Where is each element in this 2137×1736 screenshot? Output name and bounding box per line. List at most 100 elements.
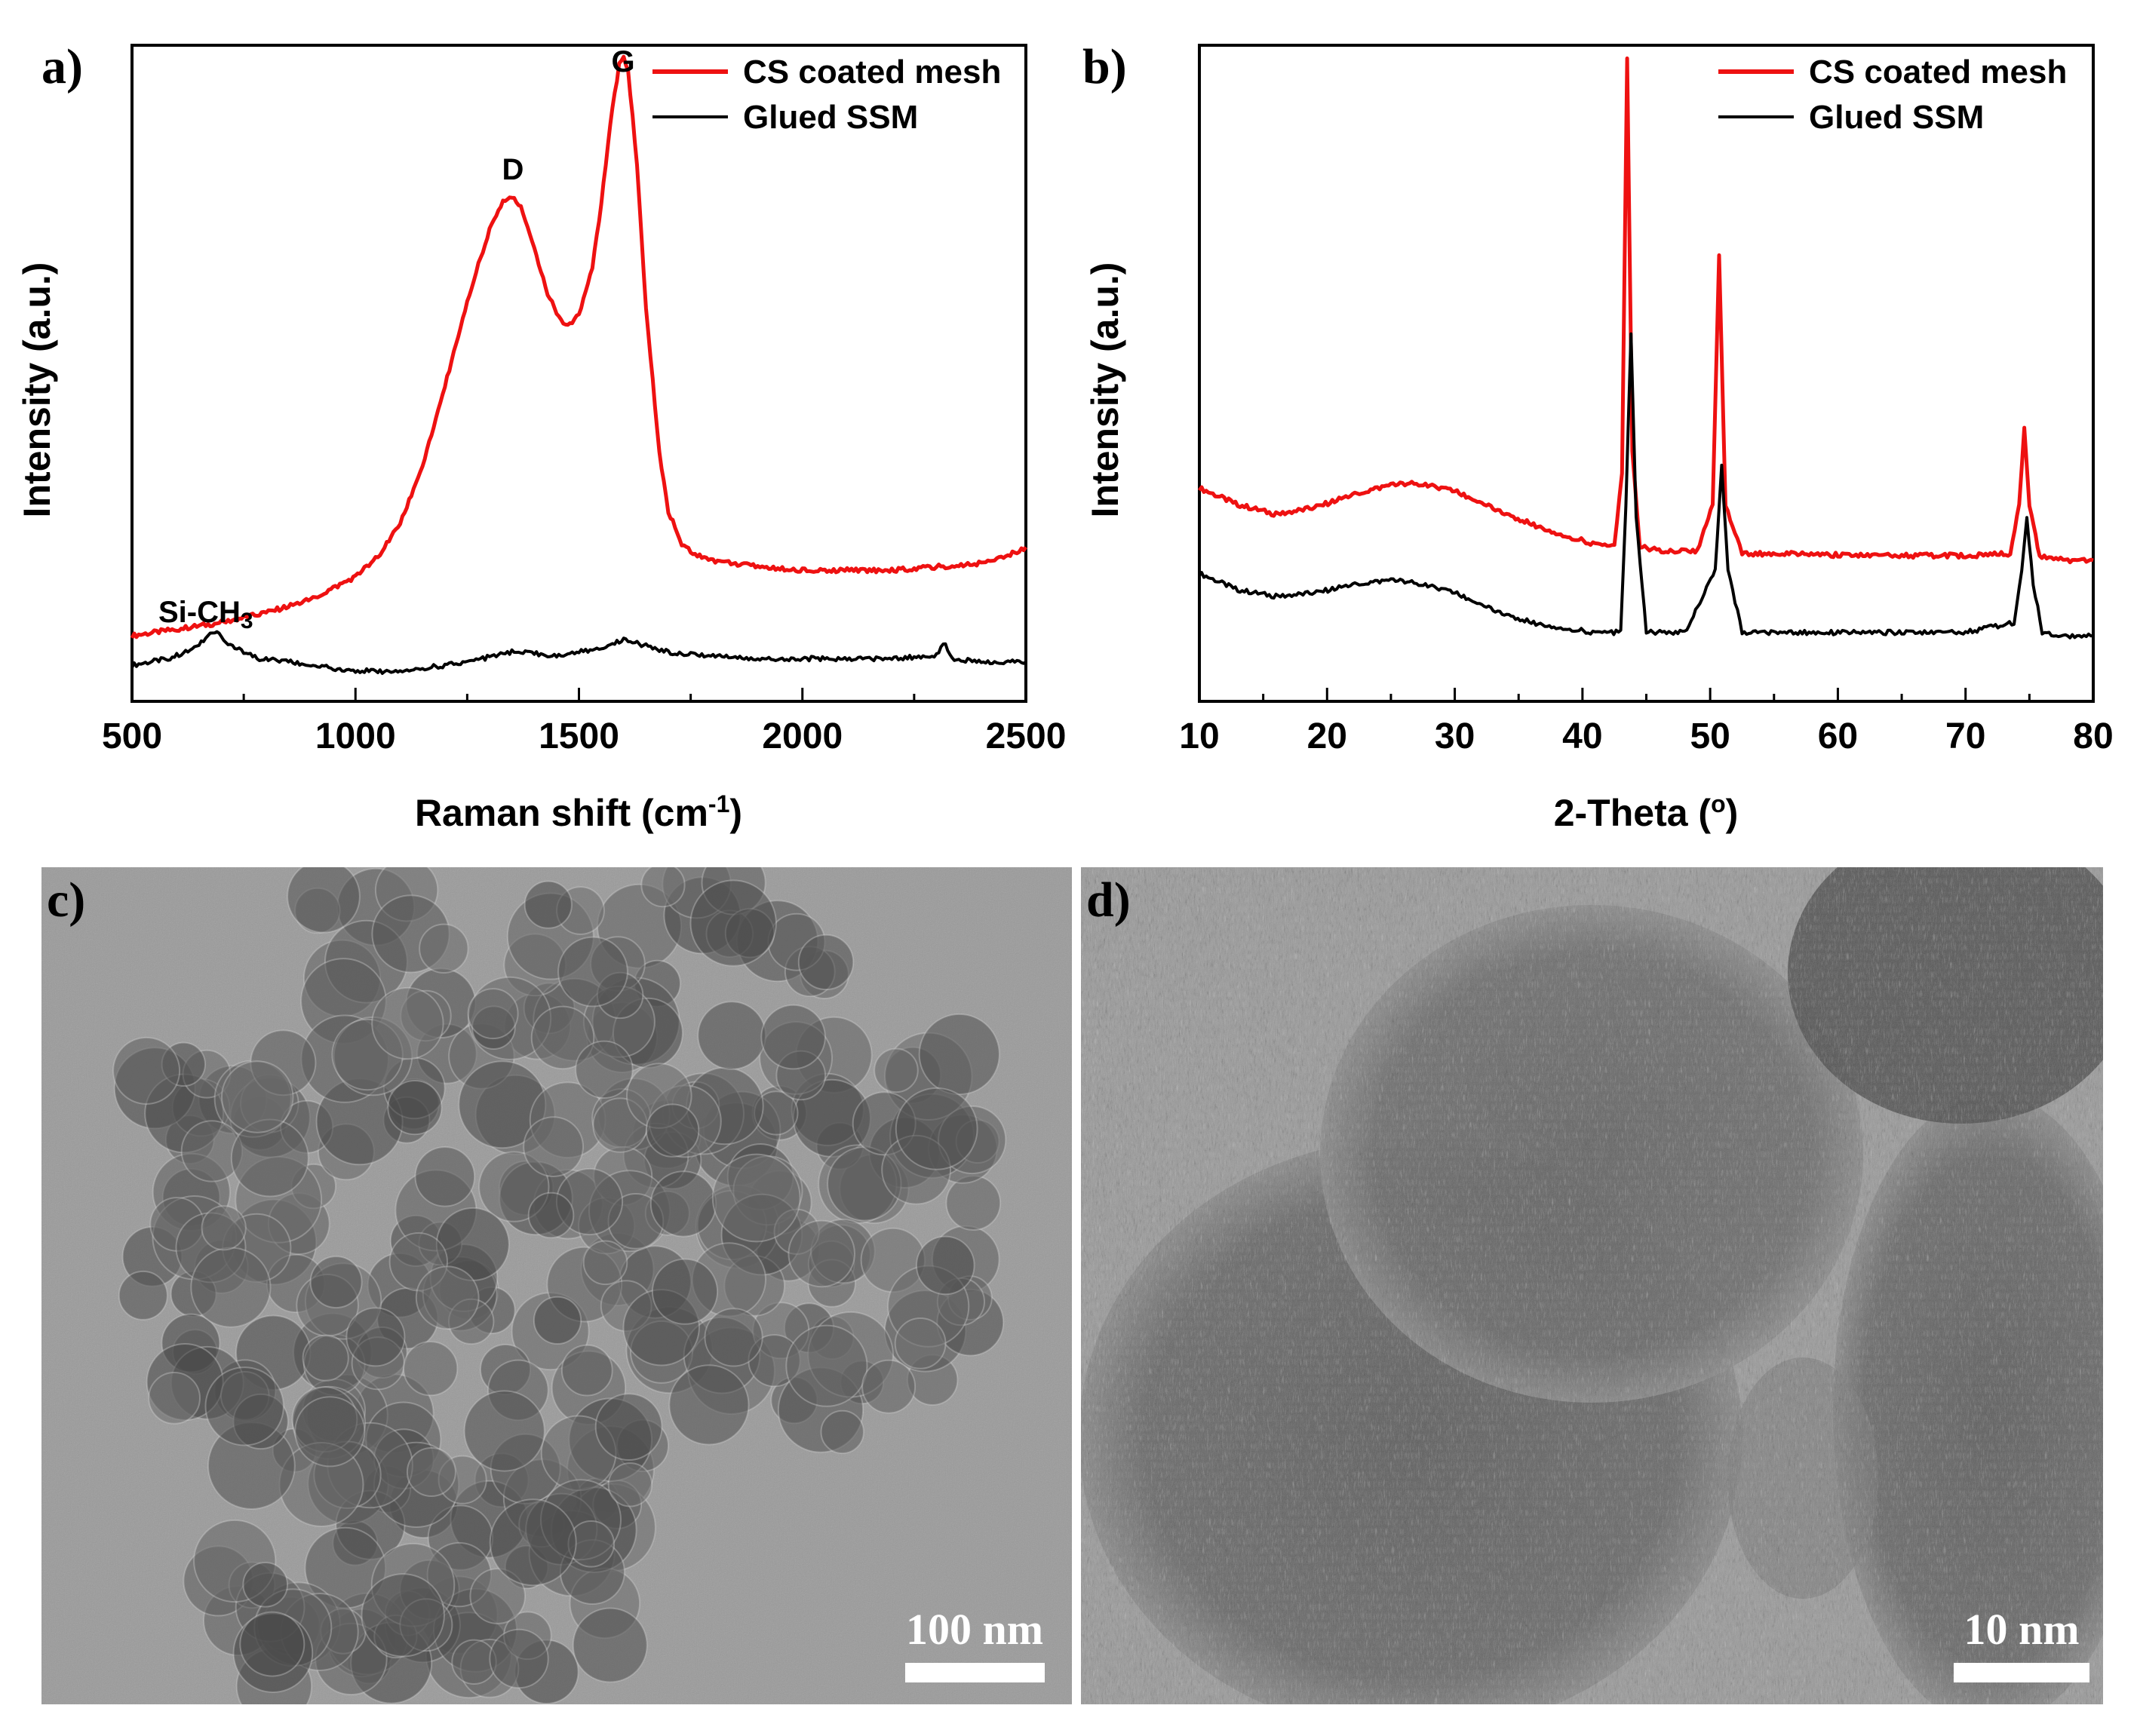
x-tick-label: 40 (1562, 716, 1602, 756)
tem-image-low-mag: c) 100 nm (41, 867, 1072, 1704)
legend: CS coated mesh Glued SSM (1718, 54, 2067, 136)
x-tick-label: 20 (1307, 716, 1347, 756)
particle (302, 1334, 349, 1382)
particle (489, 1498, 577, 1587)
particle (287, 867, 361, 934)
particle (711, 1153, 801, 1243)
tem-image-high-res: d) 10 nm (1081, 867, 2103, 1704)
particle (204, 1366, 284, 1446)
x-tick-label: 80 (2073, 716, 2113, 756)
particle (945, 1175, 1002, 1231)
particle (118, 1270, 168, 1320)
particle (371, 986, 444, 1060)
particle (572, 1607, 648, 1683)
x-tick-label: 70 (1945, 716, 1985, 756)
particle (530, 1005, 595, 1070)
particle (785, 1324, 868, 1407)
particle (112, 1036, 181, 1105)
scale-bar (905, 1663, 1045, 1682)
x-tick-label: 2500 (986, 716, 1067, 756)
y-axis-label: Intensity (a.u.) (1084, 262, 1126, 518)
particle (419, 923, 469, 974)
particle (894, 1317, 947, 1369)
x-ticks: 10 20 30 40 50 60 70 80 (1179, 688, 2114, 756)
particle (469, 1568, 527, 1624)
particle (649, 1170, 717, 1238)
particle (704, 1308, 763, 1367)
particle (403, 1341, 459, 1397)
x-tick-label: 500 (102, 716, 162, 756)
particle (294, 1396, 366, 1468)
particle (387, 1080, 443, 1136)
particle (533, 1296, 582, 1345)
particle (527, 1192, 575, 1239)
particle (797, 934, 855, 991)
particle (239, 1611, 306, 1677)
x-axis-label: 2-Theta (o) (1554, 790, 1739, 834)
annotation-d: D (502, 153, 524, 186)
x-axis-label: Raman shift (cm-1) (415, 790, 742, 834)
panel-label-d: d) (1086, 873, 1131, 928)
annotation-si-ch3: Si-CH3 (158, 596, 253, 633)
x-tick-label: 10 (1179, 716, 1219, 756)
particle (242, 1562, 289, 1608)
legend-label-glued: Glued SSM (1809, 99, 1984, 136)
particle (345, 1307, 406, 1367)
particle (820, 1409, 864, 1455)
particle (557, 936, 628, 1008)
scale-bar (1954, 1663, 2089, 1682)
x-tick-label: 1500 (539, 716, 619, 756)
particle (489, 1628, 549, 1689)
particle (201, 1205, 247, 1251)
particle (478, 1151, 550, 1222)
xrd-chart: b) 10 20 30 40 50 60 70 80 Intensity (a.u.) 2-T… (1082, 39, 2114, 834)
particle (406, 1447, 456, 1497)
particle (594, 1393, 663, 1461)
particle (230, 1118, 309, 1198)
x-tick-label: 2000 (762, 716, 843, 756)
particle (697, 1001, 766, 1070)
x-ticks: 500 1000 1500 2000 2500 (102, 688, 1066, 756)
particle (916, 1235, 975, 1296)
particle (668, 1364, 750, 1446)
particle (190, 1247, 272, 1328)
particle (645, 1103, 700, 1158)
particle (640, 867, 686, 908)
particle (918, 1013, 1000, 1096)
particle (524, 880, 573, 929)
series-line-cs-coated-mesh (130, 54, 1028, 639)
raman-chart: a) 500 1000 1500 2000 2500 Intensity (a.u.) … (16, 39, 1066, 834)
particle (760, 1004, 826, 1070)
particle (463, 1390, 545, 1472)
scale-bar-label: 100 nm (906, 1605, 1043, 1654)
x-tick-label: 60 (1818, 716, 1858, 756)
scale-bar-label: 10 nm (1964, 1605, 2079, 1654)
particle (414, 1146, 476, 1207)
panel-label-b: b) (1082, 39, 1127, 94)
legend-label-glued: Glued SSM (743, 99, 918, 136)
particle (523, 1116, 584, 1177)
particle (582, 1240, 628, 1286)
particle (874, 1047, 919, 1093)
particle (467, 988, 519, 1040)
panel-label-a: a) (41, 39, 83, 94)
nanoparticle-aggregate (112, 867, 1007, 1704)
particle (861, 1359, 917, 1414)
panel-label-c: c) (47, 873, 85, 928)
legend-label-cs: CS coated mesh (1809, 54, 2067, 90)
y-axis-label: Intensity (a.u.) (16, 262, 58, 518)
particle (221, 1060, 294, 1133)
x-tick-label: 1000 (315, 716, 396, 756)
particle (309, 1256, 363, 1309)
legend-label-cs: CS coated mesh (743, 54, 1001, 90)
series-line-glued-ssm (1198, 332, 2094, 639)
particle (895, 1087, 978, 1170)
particle (575, 1040, 634, 1100)
particle (560, 1344, 613, 1397)
particle (689, 879, 777, 967)
series-line-glued-ssm (130, 630, 1027, 675)
x-tick-label: 50 (1690, 716, 1730, 756)
annotation-g: G (611, 45, 634, 78)
legend: CS coated mesh Glued SSM (652, 54, 1001, 136)
